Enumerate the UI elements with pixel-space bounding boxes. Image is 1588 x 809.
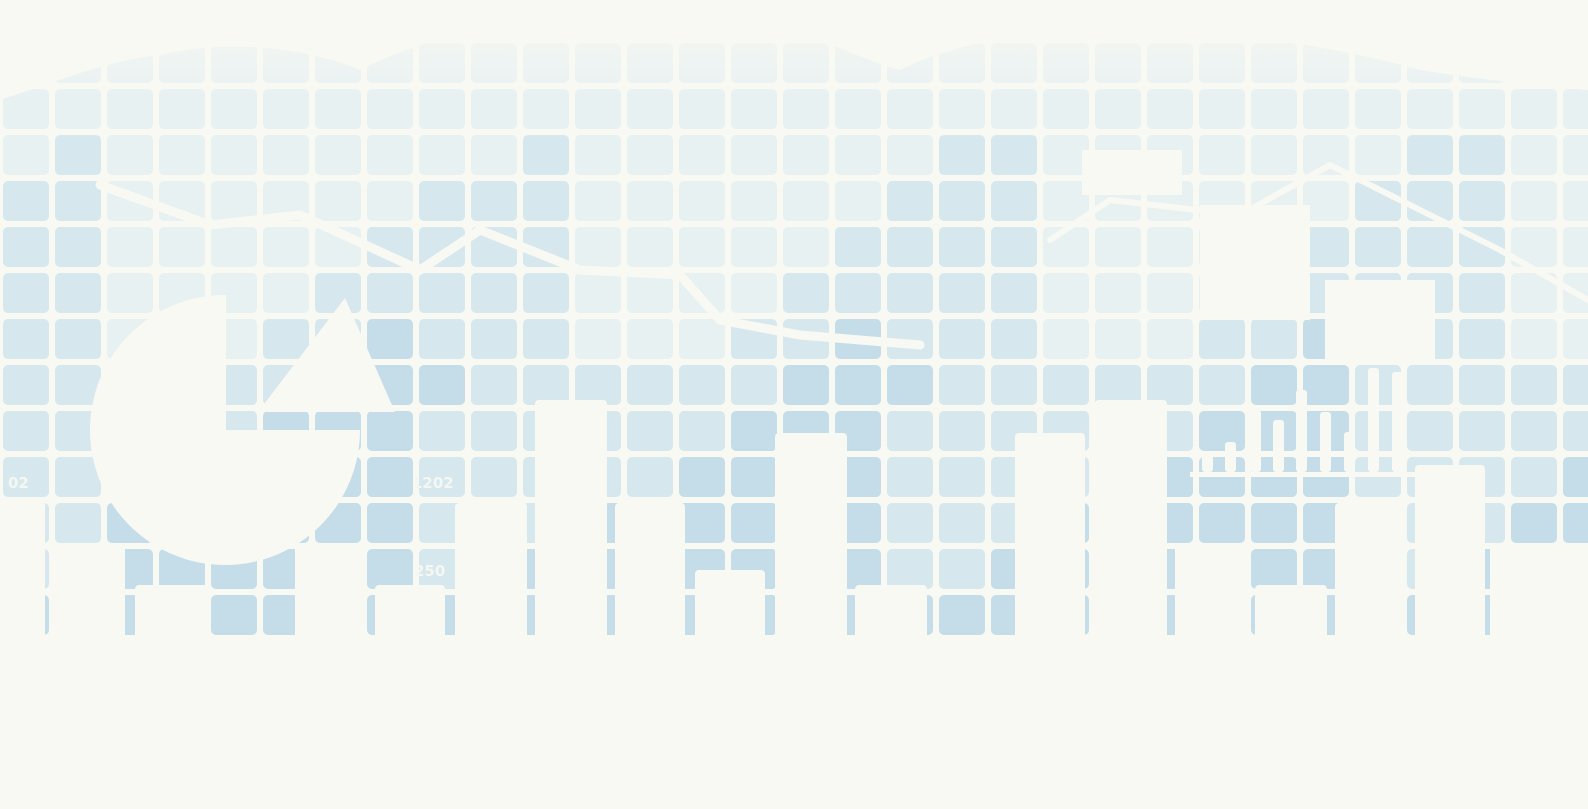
faint-label: 250	[414, 562, 445, 580]
bar-silhouette	[855, 585, 927, 809]
pie-chart-icon	[89, 294, 360, 565]
mini-bar	[1392, 372, 1403, 472]
bar-silhouette	[295, 545, 365, 809]
bar-silhouette	[1415, 465, 1485, 809]
bar-chart-icon	[0, 400, 1588, 809]
faint-label: 02	[8, 474, 29, 492]
mini-bar-chart-icon	[1190, 368, 1415, 477]
bar-silhouette	[1175, 545, 1245, 809]
bar-silhouette	[1095, 400, 1167, 809]
mini-bar	[1320, 412, 1331, 472]
bar-silhouette	[775, 433, 847, 809]
bar-silhouette	[1490, 545, 1588, 809]
triangle-icon	[258, 298, 395, 412]
mini-bar	[1225, 442, 1236, 472]
bar-silhouette	[935, 660, 1007, 809]
mini-bar	[1344, 432, 1355, 472]
trend-line	[95, 161, 1588, 350]
mini-bar	[1202, 455, 1213, 472]
bar-silhouette	[1015, 433, 1085, 809]
faint-label: 1202	[412, 474, 454, 492]
bar-silhouette	[135, 585, 207, 809]
bar-silhouette	[695, 570, 765, 809]
mini-bar	[1368, 368, 1379, 472]
bar-silhouette	[1255, 585, 1327, 809]
bar-silhouette	[375, 585, 445, 809]
mini-bar	[1273, 420, 1284, 472]
bar-silhouette	[1335, 503, 1405, 809]
bar-silhouette	[55, 545, 125, 809]
bar-silhouette	[535, 400, 607, 809]
bar-silhouette	[615, 503, 685, 809]
mini-bar-baseline	[1190, 472, 1415, 477]
bar-silhouette	[212, 660, 290, 809]
bar-silhouette	[455, 503, 527, 809]
panel-shapes	[1082, 150, 1435, 360]
bar-silhouette	[0, 500, 45, 809]
mini-bar	[1296, 390, 1307, 472]
mini-bar	[1250, 410, 1261, 472]
